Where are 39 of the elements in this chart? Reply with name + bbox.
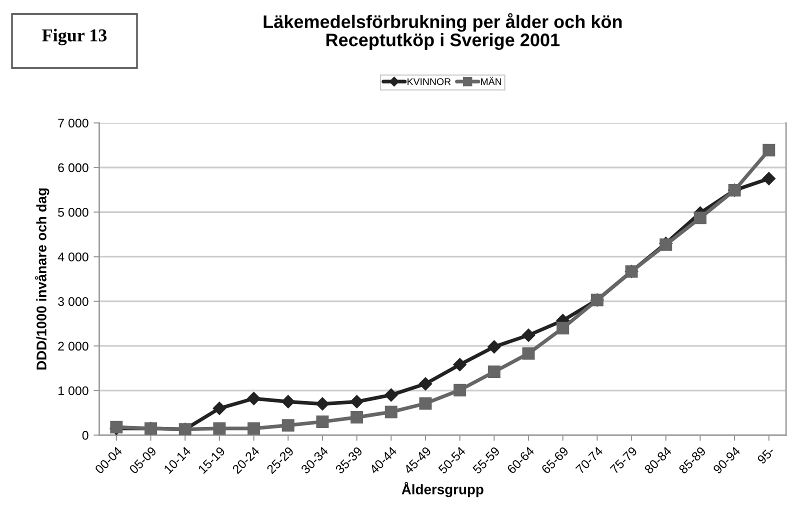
point [454, 384, 466, 396]
legend-label: MÄN [481, 76, 502, 86]
y-tick-label: 4 000 [58, 252, 88, 262]
x-axis-title: Åldersgrupp [402, 482, 484, 498]
point [453, 358, 466, 372]
y-tick-label: 0 [82, 430, 88, 440]
y-axis-title: DDD/1000 invånare och dag [34, 188, 50, 370]
point [762, 144, 776, 156]
y-tick-label: 1 000 [58, 386, 88, 396]
point [350, 411, 364, 424]
y-tick-label: 7 000 [58, 118, 88, 128]
point [213, 422, 226, 435]
chart-title: Läkemedelsförbrukning per ålder och kön Receptutköp i Sverige 2001 [264, 13, 622, 50]
point [419, 397, 432, 410]
point [384, 406, 398, 418]
point [762, 172, 776, 186]
point [212, 402, 226, 415]
legend-label: KVINNOR [408, 78, 451, 86]
point [522, 328, 536, 342]
point [488, 366, 500, 378]
point [418, 377, 432, 390]
point [248, 422, 260, 435]
point [350, 395, 364, 408]
y-tick-label: 3 000 [58, 297, 88, 306]
point [316, 416, 329, 428]
y-tick-label: 2 000 [58, 342, 88, 351]
point [384, 388, 398, 402]
point [694, 212, 706, 224]
point [522, 347, 535, 360]
point [556, 322, 570, 334]
text: Figur 13 [42, 28, 107, 46]
point [282, 395, 295, 408]
y-tick-label: 6 000 [58, 163, 88, 172]
y-tick-label: 5 000 [58, 208, 88, 217]
point [488, 340, 501, 354]
point [316, 397, 330, 410]
x-tick-label: 95- [756, 446, 775, 464]
point [282, 419, 294, 432]
point [247, 392, 260, 406]
